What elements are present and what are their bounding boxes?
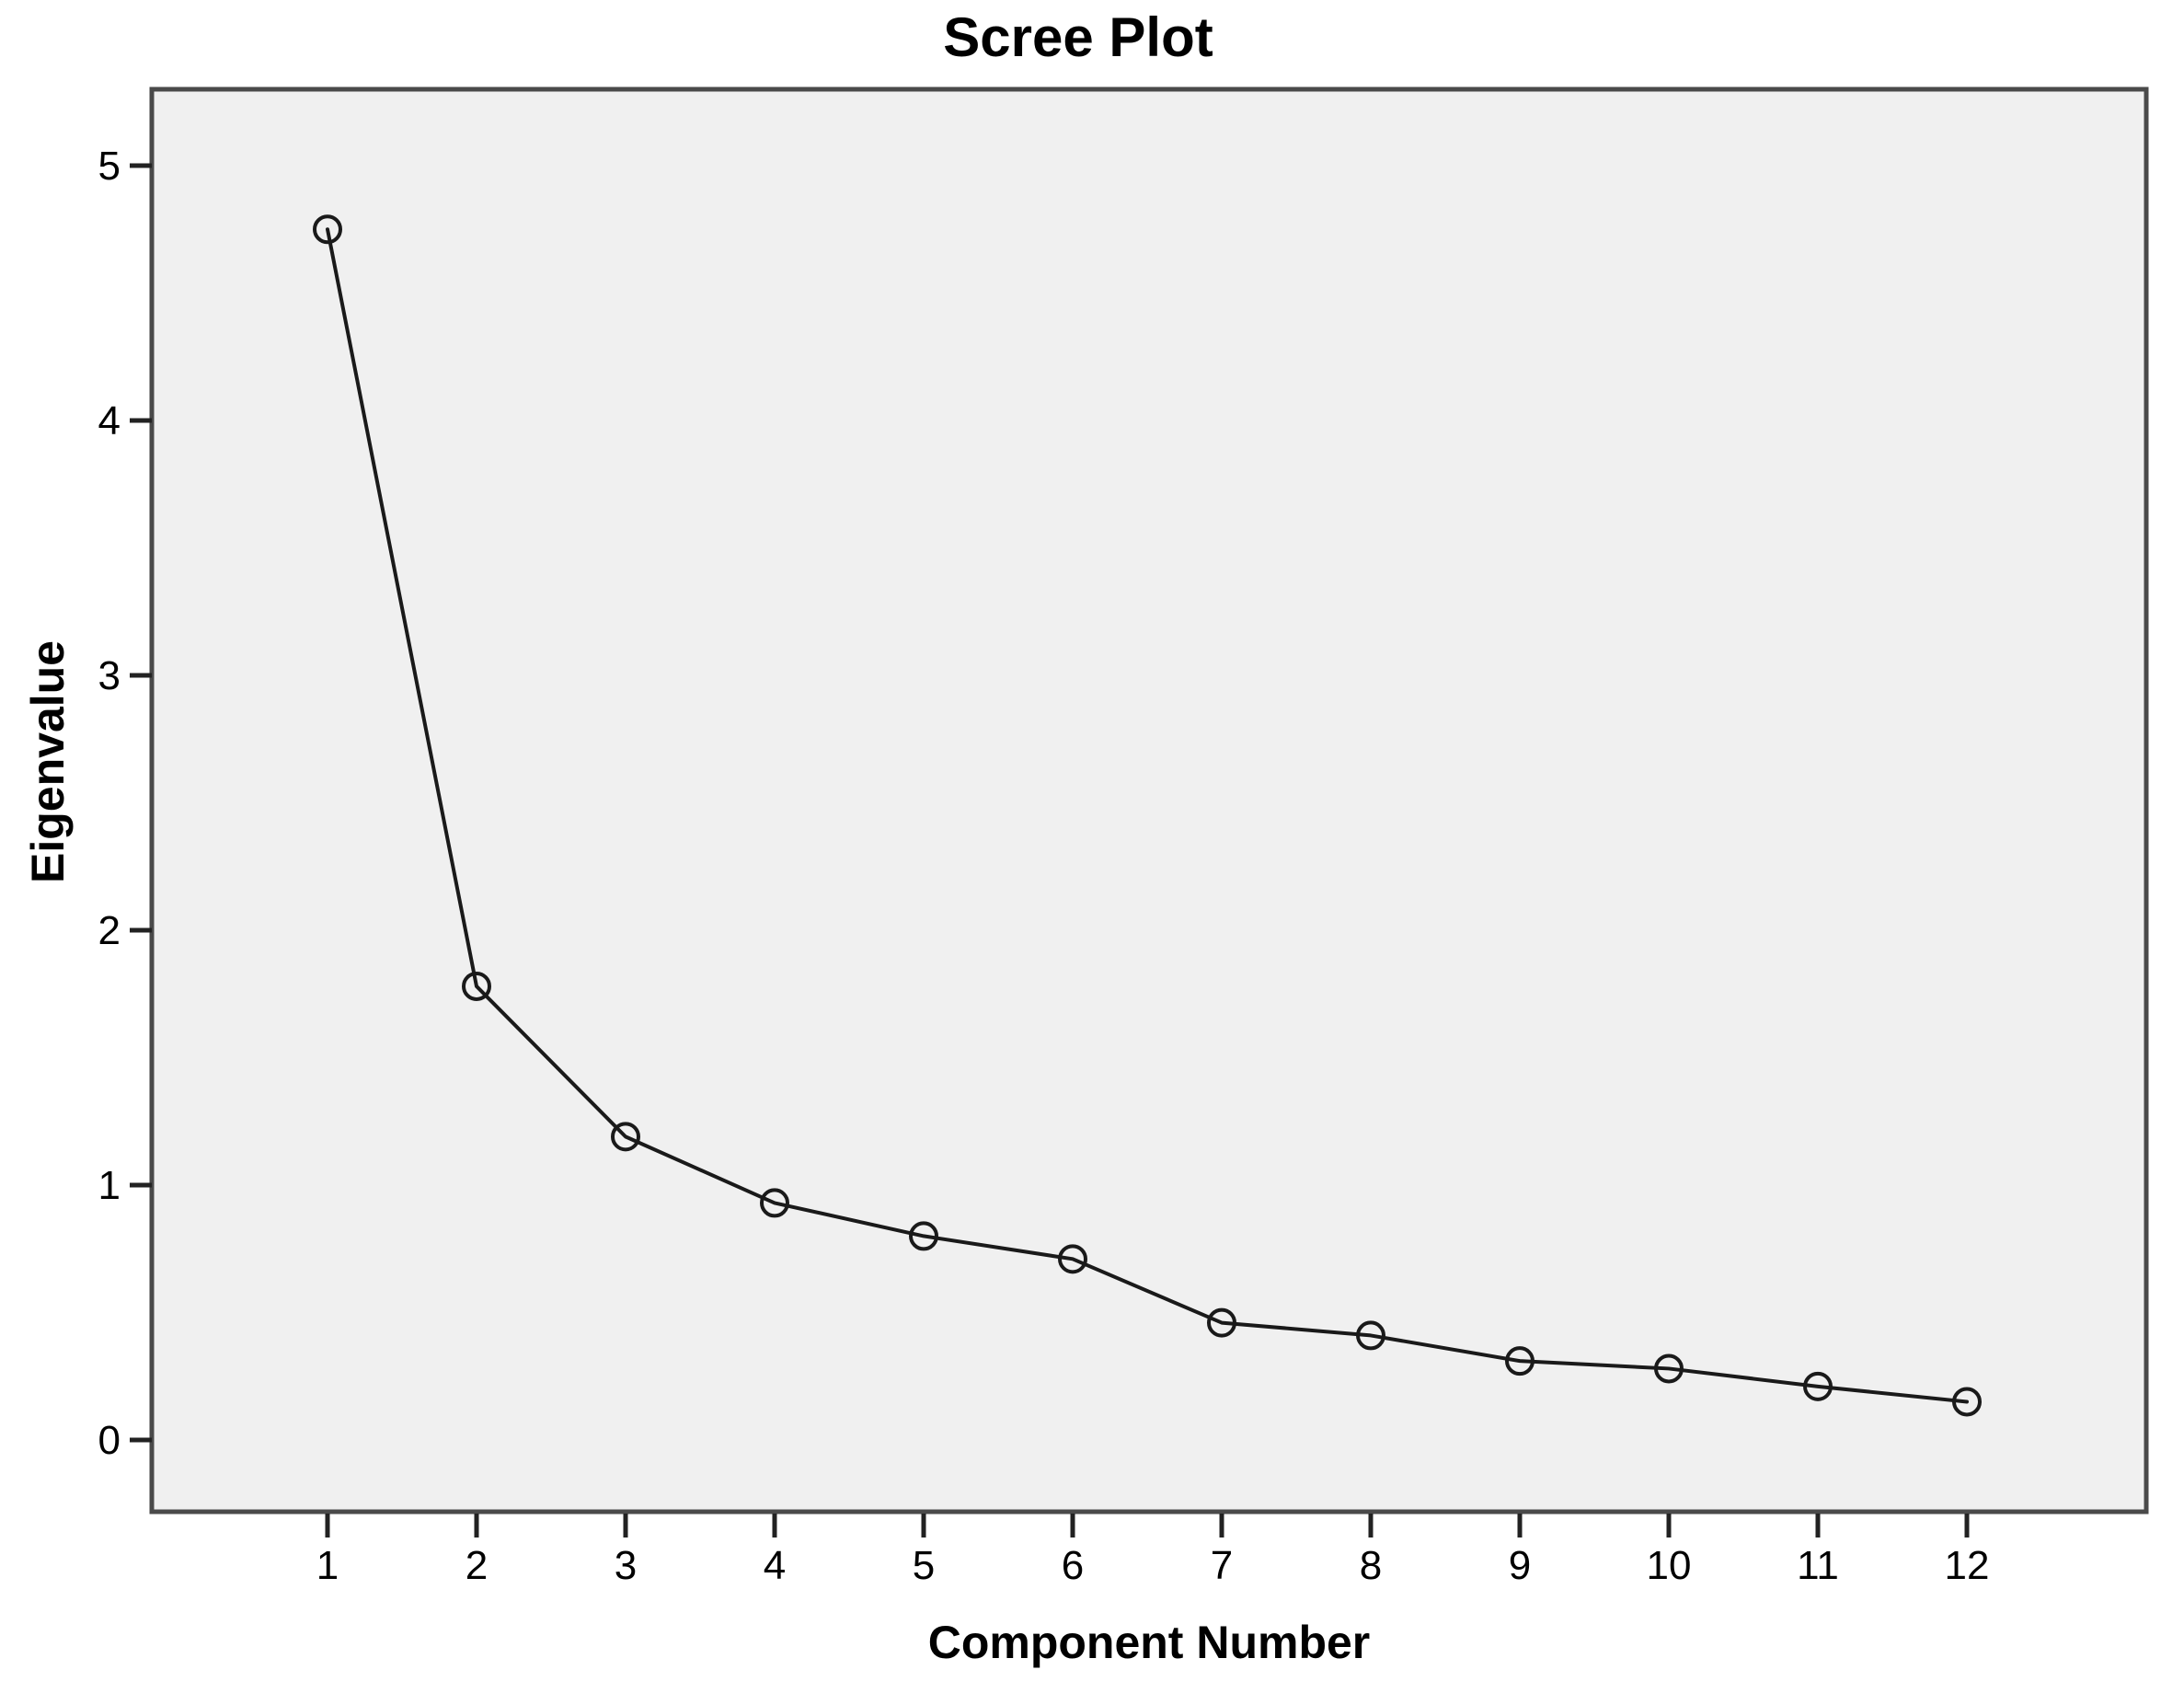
x-axis-tick-label: 5 (913, 1543, 935, 1588)
data-point-marker (1207, 1307, 1236, 1338)
x-axis-tick-label: 9 (1509, 1543, 1531, 1588)
data-point-marker (1505, 1346, 1535, 1376)
y-axis-tick-label: 1 (98, 1163, 121, 1208)
y-axis-tick-label: 4 (98, 398, 121, 443)
y-axis-tick-label: 3 (98, 653, 121, 698)
x-axis-tick-label: 11 (1797, 1543, 1839, 1588)
data-point-marker (1058, 1244, 1087, 1274)
data-point-marker (760, 1188, 789, 1218)
x-axis-tick-label: 4 (764, 1543, 786, 1588)
x-axis-tick-label: 8 (1360, 1543, 1382, 1588)
data-point-marker (1952, 1387, 1982, 1417)
data-point-marker (462, 971, 491, 1001)
x-axis-tick-label: 7 (1211, 1543, 1233, 1588)
data-point-marker (1803, 1371, 1833, 1401)
x-axis-tick-label: 10 (1647, 1543, 1692, 1588)
x-axis-tick-label: 12 (1945, 1543, 1990, 1588)
data-point-marker (313, 214, 342, 245)
chart-title: Scree Plot (943, 6, 1213, 68)
x-axis-title: Component Number (927, 1617, 1371, 1668)
data-point-marker (1654, 1353, 1684, 1384)
data-point-marker (611, 1122, 640, 1152)
x-axis-tick-label: 6 (1062, 1543, 1084, 1588)
y-axis-tick-label: 0 (98, 1418, 121, 1463)
eigenvalue-line (326, 227, 1969, 1404)
data-point-marker (909, 1221, 938, 1251)
y-axis-tick-label: 2 (98, 908, 121, 953)
x-axis-tick-label: 3 (615, 1543, 637, 1588)
plot-area (149, 86, 2149, 1514)
x-axis-tick-label: 1 (316, 1543, 339, 1588)
x-axis-tick-label: 2 (466, 1543, 488, 1588)
y-axis-tick-label: 5 (98, 144, 121, 189)
data-point-marker (1356, 1320, 1385, 1351)
